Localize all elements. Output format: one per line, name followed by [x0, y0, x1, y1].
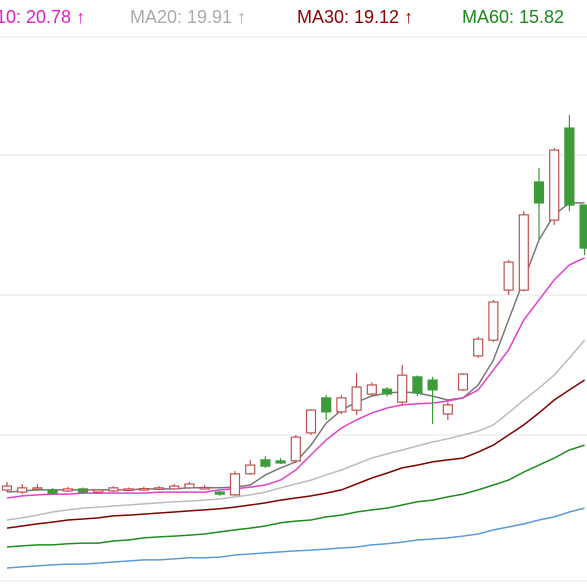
candle-body — [169, 485, 180, 490]
candle-body — [123, 488, 134, 491]
candle-body — [518, 214, 529, 291]
candle-body — [473, 338, 484, 357]
candle-body — [427, 379, 438, 391]
candle-body — [184, 483, 195, 489]
candle-body — [32, 487, 43, 490]
candle-body — [77, 488, 89, 493]
legend-entry: MA30: 19.12 ↑ — [297, 7, 413, 27]
candle-body — [336, 397, 347, 413]
candle-body — [138, 487, 149, 491]
candle-body — [381, 388, 393, 395]
candle-body — [457, 373, 469, 391]
candle-body — [214, 491, 225, 495]
candle-body — [290, 436, 301, 462]
candle-body — [305, 409, 317, 434]
candle-body — [153, 487, 165, 490]
candle-body — [564, 127, 575, 206]
candle-body — [533, 181, 545, 204]
candle-body — [62, 488, 73, 492]
candle-body — [93, 489, 104, 493]
candle-body — [351, 386, 362, 411]
candle-body — [199, 486, 210, 490]
candle-body — [549, 149, 560, 221]
legend-entry: MA60: 15.82 — [462, 7, 564, 27]
candle-body — [260, 459, 271, 467]
ma-line — [6, 444, 585, 548]
candle-body — [442, 404, 453, 415]
candle-body — [366, 384, 377, 395]
candle-body — [412, 376, 423, 394]
ma-line — [6, 339, 586, 521]
legend-entry: 10: 20.78 ↑ — [0, 7, 85, 27]
candle-body — [321, 397, 332, 413]
candle-body — [275, 460, 286, 464]
candle-body — [245, 464, 256, 475]
ma-line — [6, 257, 585, 499]
candle-body — [47, 489, 58, 494]
ma-line — [6, 507, 585, 569]
candle-body — [488, 301, 499, 341]
legend-entry: MA20: 19.91 ↑ — [130, 7, 246, 27]
candle-body — [229, 473, 241, 496]
candle-body — [397, 374, 408, 403]
candle-body — [108, 487, 119, 492]
candle-body — [579, 204, 587, 249]
ma-line — [6, 379, 586, 529]
candle-body — [1, 485, 13, 491]
candle-body — [503, 261, 514, 291]
candle-body — [17, 487, 28, 493]
